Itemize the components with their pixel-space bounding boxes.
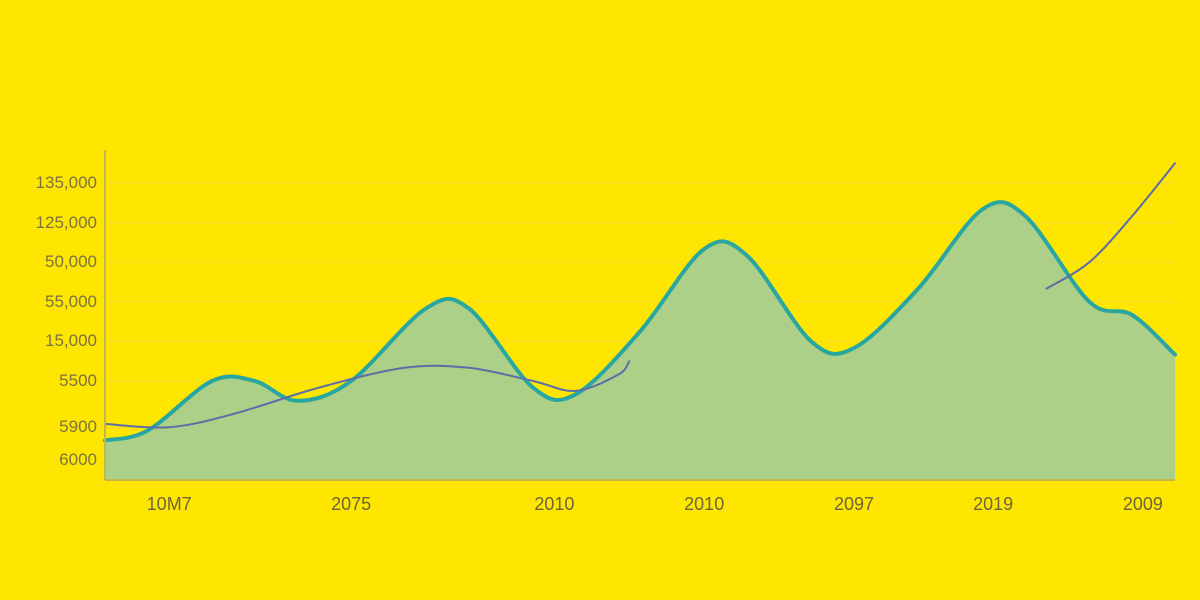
chart-svg (105, 150, 1175, 480)
x-tick-label: 2019 (973, 494, 1013, 515)
y-tick-label: 50,000 (45, 252, 97, 272)
y-tick-label: 5900 (59, 417, 97, 437)
y-tick-label: 125,000 (36, 213, 97, 233)
x-tick-label: 2010 (684, 494, 724, 515)
y-tick-label: 5500 (59, 371, 97, 391)
y-tick-label: 135,000 (36, 173, 97, 193)
x-tick-label: 10M7 (147, 494, 192, 515)
x-tick-label: 2009 (1123, 494, 1163, 515)
x-tick-label: 2097 (834, 494, 874, 515)
chart-plot (105, 150, 1175, 480)
x-tick-label: 2075 (331, 494, 371, 515)
y-tick-label: 55,000 (45, 292, 97, 312)
x-tick-label: 2010 (534, 494, 574, 515)
chart-canvas: 6000 5900 5500 15,000 55,000 50,000 125,000 135… (0, 0, 1200, 600)
y-tick-label: 6000 (59, 450, 97, 470)
y-tick-label: 15,000 (45, 331, 97, 351)
